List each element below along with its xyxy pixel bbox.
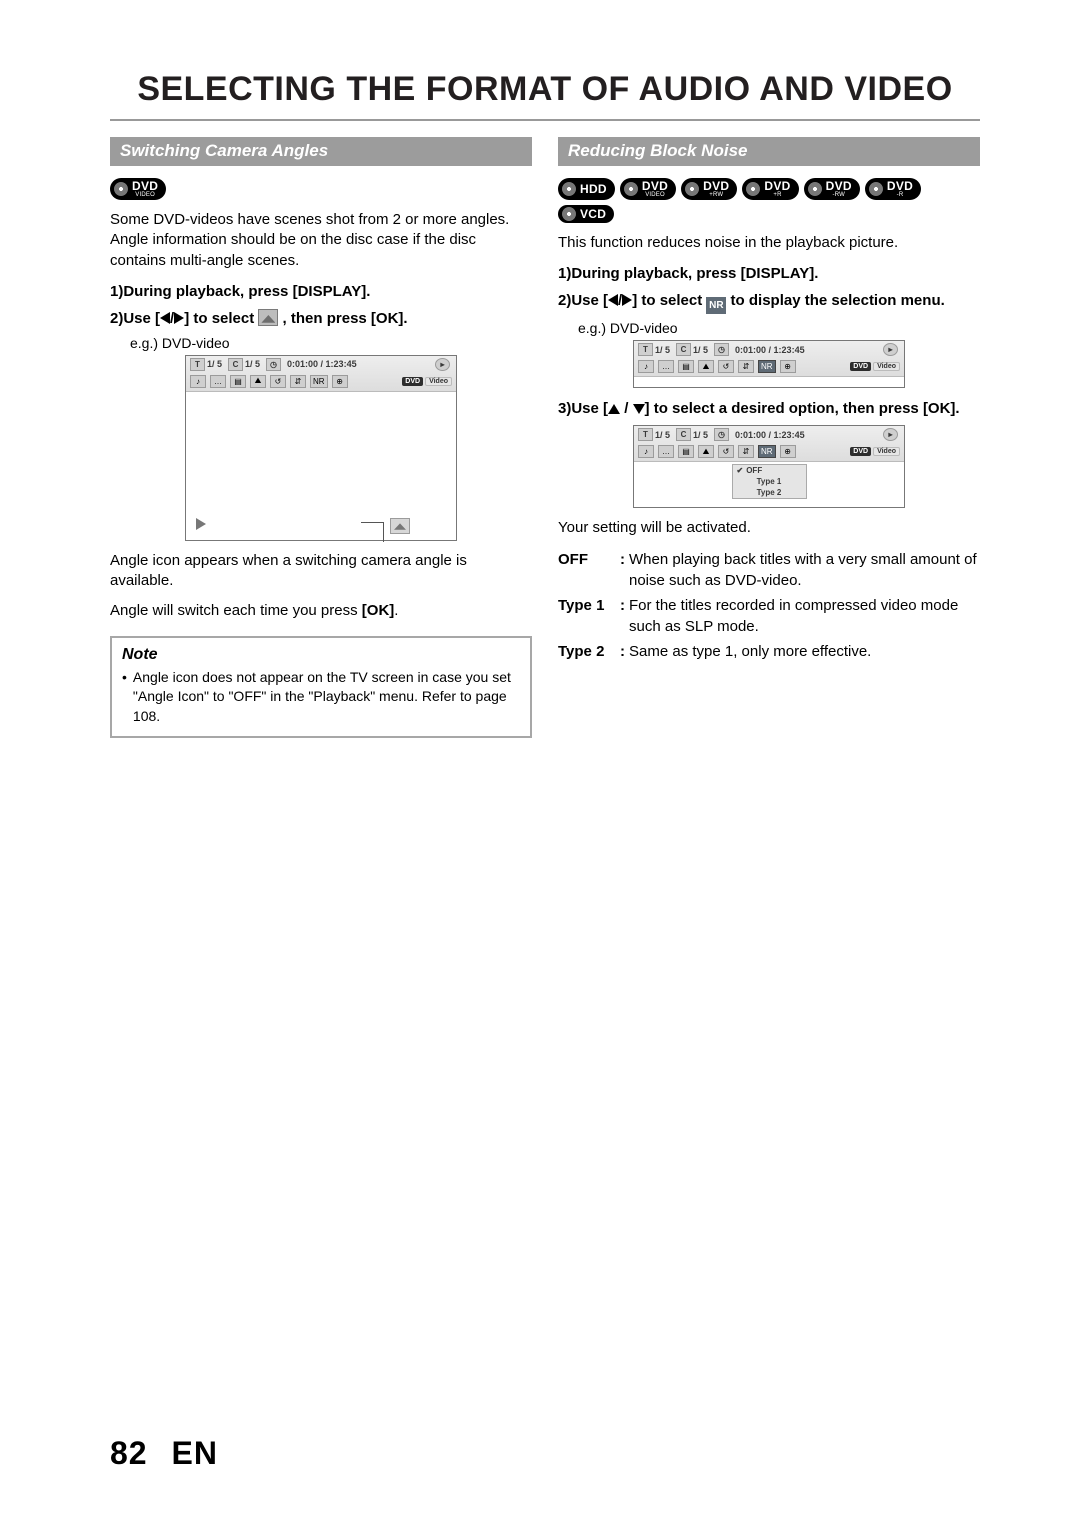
- definitions: OFF:When playing back titles with a very…: [558, 549, 980, 662]
- step3-right: 3)Use [ / ] to select a desired option, …: [558, 398, 980, 419]
- disc-badge-dvd-rw: DVD-RW: [804, 178, 860, 200]
- intro-left: Some DVD-videos have scenes shot from 2 …: [110, 210, 532, 271]
- note-bullet: Angle icon does not appear on the TV scr…: [122, 668, 520, 727]
- section-heading-noise: Reducing Block Noise: [558, 137, 980, 166]
- nr-icon: NR: [706, 297, 726, 314]
- note-title: Note: [122, 646, 520, 664]
- disc-badge-dvd-video: DVDVIDEO: [620, 178, 676, 200]
- def-type2: Type 2:Same as type 1, only more effecti…: [558, 641, 980, 662]
- disc-badges-right: HDD DVDVIDEO DVD+RW DVD+R DVD-RW DVD-R V…: [558, 178, 980, 223]
- osd-chip-angle: ⛰: [250, 375, 266, 388]
- intro-right: This function reduces noise in the playb…: [558, 233, 980, 253]
- page-lang: EN: [171, 1435, 217, 1471]
- osd-chip-nr: NR: [310, 375, 328, 388]
- osd-chip-C: C: [228, 358, 243, 371]
- osd-format: DVDVideo: [402, 377, 452, 386]
- osd-chip-8: ⊕: [332, 375, 348, 388]
- arrow-right-icon: [174, 312, 184, 324]
- osd-time: 0:01:00 / 1:23:45: [287, 359, 357, 369]
- step2-right: 2)Use [/] to select NR to display the se…: [558, 290, 980, 314]
- step2-left: 2)Use [/] to select , then press [OK].: [110, 308, 532, 329]
- osd-chip-3: ▤: [230, 375, 246, 388]
- disc-icon: [562, 207, 576, 221]
- disc-icon: [685, 182, 699, 196]
- after1-left: Angle icon appears when a switching came…: [110, 551, 532, 592]
- disc-badge-dvd-r: DVD-R: [865, 178, 921, 200]
- angle-icon: [258, 309, 278, 326]
- arrow-down-icon: [633, 404, 645, 414]
- note-box: Note Angle icon does not appear on the T…: [110, 636, 532, 739]
- disc-icon: [624, 182, 638, 196]
- osd-display-angles: T 1/ 5 C 1/ 5 ◷ 0:01:00 / 1:23:45 ▸ ♪ … …: [185, 355, 457, 541]
- arrow-right-icon: [622, 294, 632, 306]
- disc-sub: VIDEO: [132, 192, 158, 198]
- disc-badge-dvd-video: DVD VIDEO: [110, 178, 166, 200]
- osd-chip-audio: ♪: [190, 375, 206, 388]
- disc-badge-hdd: HDD: [558, 178, 615, 200]
- def-off: OFF:When playing back titles with a very…: [558, 549, 980, 591]
- osd-title-seg: 1/ 5: [207, 359, 222, 369]
- disc-badge-vcd: VCD: [558, 205, 614, 223]
- osd-angle-indicator: [390, 518, 410, 534]
- eg-right: e.g.) DVD-video: [578, 320, 980, 336]
- left-column: Switching Camera Angles DVD VIDEO Some D…: [110, 137, 532, 738]
- page-number: 82: [110, 1435, 148, 1471]
- disc-icon: [114, 182, 128, 196]
- arrow-left-icon: [608, 294, 618, 306]
- disc-badges-left: DVD VIDEO: [110, 178, 532, 200]
- section-heading-angles: Switching Camera Angles: [110, 137, 532, 166]
- after2-left: Angle will switch each time you press [O…: [110, 601, 532, 621]
- disc-badge-dvd+r: DVD+R: [742, 178, 798, 200]
- content-columns: Switching Camera Angles DVD VIDEO Some D…: [110, 137, 980, 738]
- osd-nr-menu: ✔OFF Type 1 Type 2: [732, 464, 807, 499]
- osd-display-nr-menu: T1/ 5 C1/ 5 ◷0:01:00 / 1:23:45 ▸ ♪…▤ ⛰↺⇵…: [633, 425, 905, 508]
- page-title: SELECTING THE FORMAT OF AUDIO AND VIDEO: [110, 70, 980, 121]
- osd-chap-seg: 1/ 5: [245, 359, 260, 369]
- disc-icon: [808, 182, 822, 196]
- right-column: Reducing Block Noise HDD DVDVIDEO DVD+RW…: [558, 137, 980, 738]
- def-type1: Type 1:For the titles recorded in compre…: [558, 595, 980, 637]
- disc-icon: [562, 182, 576, 196]
- disc-icon: [746, 182, 760, 196]
- arrow-left-icon: [160, 312, 170, 324]
- osd-menu-type2: Type 2: [733, 487, 806, 498]
- step1-left: 1)During playback, press [DISPLAY].: [110, 281, 532, 302]
- eg-left: e.g.) DVD-video: [130, 335, 532, 351]
- page-footer: 82 EN: [110, 1435, 218, 1472]
- osd-chip-clock: ◷: [266, 358, 281, 371]
- step1-right: 1)During playback, press [DISPLAY].: [558, 263, 980, 284]
- osd-chip-sub: …: [210, 375, 226, 388]
- disc-badge-dvd+rw: DVD+RW: [681, 178, 737, 200]
- disc-icon: [869, 182, 883, 196]
- arrow-up-icon: [608, 404, 620, 414]
- osd-callout-line: [383, 522, 384, 542]
- disc-main: DVD: [132, 180, 158, 192]
- osd-menu-type1: Type 1: [733, 476, 806, 487]
- osd-chip-5: ↺: [270, 375, 286, 388]
- osd-menu-off: ✔OFF: [733, 465, 806, 476]
- after-right: Your setting will be activated.: [558, 518, 980, 538]
- osd-display-nr: T1/ 5 C1/ 5 ◷0:01:00 / 1:23:45 ▸ ♪…▤ ⛰↺⇵…: [633, 340, 905, 388]
- osd-chip-T: T: [190, 358, 205, 371]
- osd-play-icon: [196, 518, 206, 530]
- osd-chip-end: ▸: [435, 358, 450, 371]
- osd-chip-6: ⇵: [290, 375, 306, 388]
